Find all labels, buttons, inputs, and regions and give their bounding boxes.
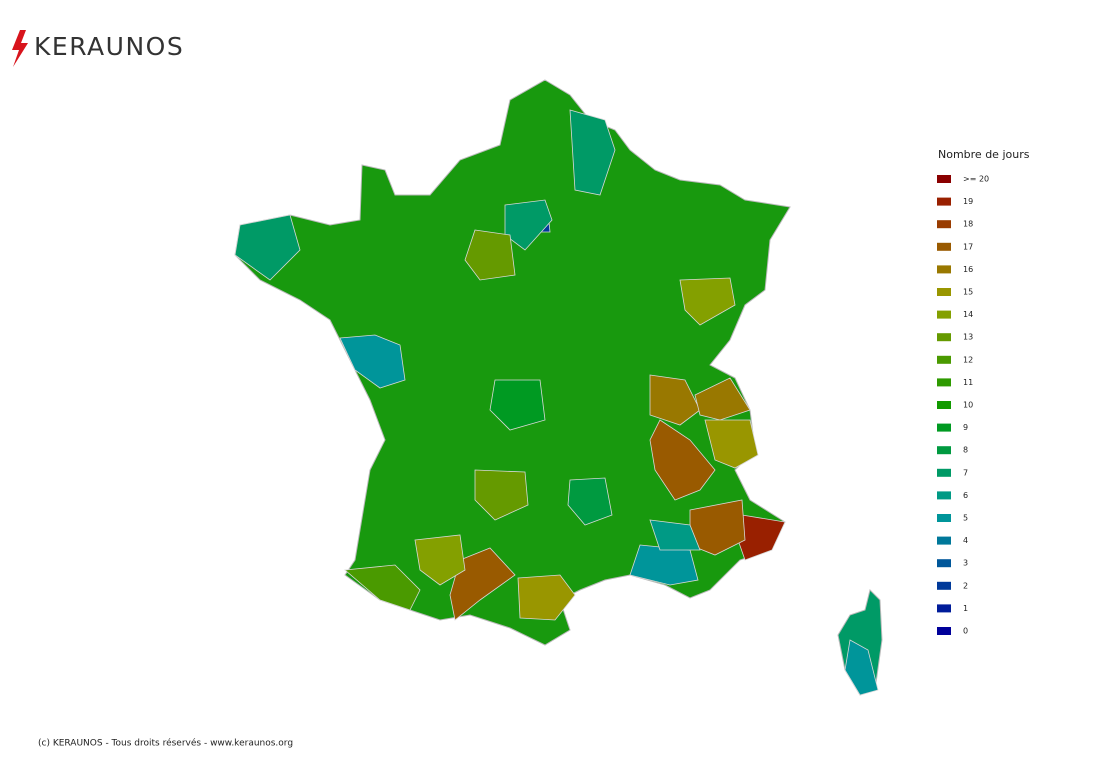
legend-label: 3 [963,559,968,568]
legend-title: Nombre de jours [938,148,1030,161]
area [694,377,751,421]
legend-label: 2 [963,581,968,590]
legend-swatch [937,333,951,342]
legend-label: 12 [963,355,973,364]
legend-label: 0 [963,627,968,636]
legend-label: 8 [963,446,968,455]
area [339,334,406,389]
legend-label: 16 [963,265,973,274]
legend-label: 11 [963,378,973,387]
legend-label: 10 [963,401,973,410]
legend-swatch [937,491,951,500]
legend-swatch [937,378,951,387]
legend-swatch [937,220,951,229]
legend-swatch [937,355,951,364]
legend-label: 1 [963,604,968,613]
area [449,547,516,621]
legend-swatch [937,197,951,206]
area [234,214,301,281]
area [344,564,421,611]
area [629,544,699,586]
legend-label: 5 [963,514,968,523]
area [649,419,716,501]
legend-label: 13 [963,333,973,342]
legend-swatch [937,627,951,635]
legend-swatch [937,468,951,477]
area [567,477,613,526]
area [649,519,701,551]
france-outline [234,79,791,646]
legend-swatch [937,401,951,409]
area [649,374,701,426]
legend-label: 7 [963,468,968,477]
legend-swatch [937,581,951,590]
legend-label: 9 [963,423,968,432]
area [504,199,553,251]
legend-label: >= 20 [963,175,989,184]
legend-label: 19 [963,197,973,206]
logo-icon [12,30,28,67]
legend-label: 15 [963,288,973,297]
footer: (c) KERAUNOS - Tous droits réservés - ww… [38,738,293,749]
area [474,469,529,521]
area [414,534,466,586]
legend-label: 6 [963,491,968,500]
legend-swatch [937,604,951,613]
legend-swatch [937,446,951,455]
legend-label: 17 [963,242,973,251]
area [569,109,616,196]
legend-label: 18 [963,220,973,229]
legend-swatch [937,559,951,568]
legend-swatch [937,423,951,432]
area [517,574,576,621]
legend-label: 14 [963,310,973,319]
legend-swatch [937,514,951,522]
legend-swatch [937,288,951,296]
legend-swatch [937,175,951,183]
legend-swatch [937,310,951,319]
area [679,277,736,326]
logo-text: KERAUNOS [34,32,184,61]
area [489,379,546,431]
area [704,419,759,469]
legend-swatch [937,242,951,251]
area [844,639,879,696]
legend-swatch [937,265,951,274]
area [464,229,516,281]
legend-label: 4 [963,536,968,545]
legend-swatch [937,536,951,545]
